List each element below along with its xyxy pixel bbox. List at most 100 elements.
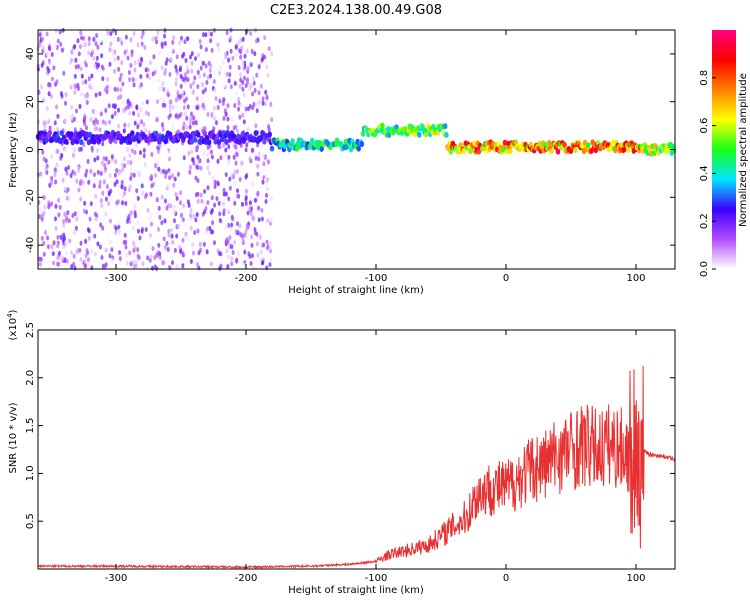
y-tick-label: 1.0	[25, 465, 36, 481]
heatmap-cell	[206, 158, 210, 164]
heatmap-cell	[128, 101, 132, 107]
heatmap-cell	[119, 87, 123, 93]
spectrogram-y-label: Frequency (Hz)	[8, 112, 19, 188]
heatmap-cell	[176, 223, 180, 229]
heatmap-cell	[268, 262, 272, 268]
heatmap-cell	[129, 196, 133, 202]
heatmap-cell	[150, 221, 153, 227]
heatmap-cell	[222, 142, 226, 148]
heatmap-cell	[93, 126, 97, 132]
heatmap-cell	[84, 253, 88, 259]
heatmap-cell	[235, 151, 238, 157]
heatmap-cell	[209, 73, 212, 79]
heatmap-cell	[123, 232, 127, 238]
heatmap-cell	[266, 72, 270, 78]
heatmap-cell	[190, 60, 194, 66]
heatmap-cell	[206, 111, 210, 117]
heatmap-cell	[45, 31, 49, 37]
heatmap-cell	[107, 201, 111, 207]
heatmap-cell	[87, 76, 91, 82]
heatmap-cell	[108, 61, 112, 67]
heatmap-cell	[128, 219, 132, 225]
colorbar-tick-label: 0.4	[699, 165, 710, 181]
heatmap-cell	[160, 83, 164, 89]
heatmap-cell	[254, 265, 258, 271]
heatmap-cell	[267, 159, 270, 165]
heatmap-cell	[138, 84, 142, 89]
heatmap-cell	[39, 256, 43, 262]
heatmap-cell	[472, 140, 477, 147]
heatmap-cell	[52, 65, 56, 71]
heatmap-cell	[198, 39, 202, 44]
heatmap-cell	[133, 67, 137, 73]
heatmap-cell	[65, 170, 69, 176]
heatmap-cell	[160, 65, 164, 71]
heatmap-cell	[229, 35, 233, 41]
heatmap-cell	[65, 258, 69, 264]
y-tick-label: 20	[25, 95, 36, 108]
heatmap-cell	[245, 236, 249, 241]
heatmap-cell	[227, 154, 231, 160]
heatmap-cell	[160, 194, 164, 200]
heatmap-cell	[100, 64, 104, 70]
heatmap-cell	[132, 110, 136, 116]
heatmap-cell	[121, 167, 124, 173]
heatmap-cell	[104, 196, 108, 202]
heatmap-cell	[502, 139, 508, 146]
heatmap-cell	[69, 84, 73, 90]
heatmap-cell	[242, 65, 246, 71]
heatmap-cell	[89, 168, 93, 174]
heatmap-cell	[226, 239, 230, 245]
heatmap-cell	[63, 257, 67, 263]
x-tick-label: -300	[105, 573, 128, 584]
heatmap-cell	[133, 60, 137, 66]
heatmap-cell	[50, 180, 54, 186]
heatmap-cell	[190, 68, 194, 74]
heatmap-cell	[201, 60, 205, 66]
heatmap-cell	[72, 230, 76, 236]
heatmap-cell	[195, 96, 199, 102]
heatmap-cell	[256, 190, 260, 196]
heatmap-cell	[209, 149, 213, 155]
heatmap-cell	[114, 225, 118, 231]
heatmap-cell	[198, 120, 202, 126]
heatmap-cell	[251, 91, 255, 97]
heatmap-cell	[386, 132, 392, 138]
heatmap-cell	[205, 96, 209, 102]
heatmap-cell	[68, 238, 72, 244]
heatmap-cell	[257, 205, 261, 211]
heatmap-cell	[206, 226, 209, 232]
heatmap-cell	[208, 153, 211, 159]
heatmap-cell	[136, 253, 140, 259]
heatmap-cell	[140, 228, 144, 234]
heatmap-cell	[266, 218, 270, 224]
heatmap-cell	[231, 216, 235, 222]
heatmap-cell	[151, 71, 155, 77]
colorbar-label: Normalized spectral amplitude	[738, 73, 749, 227]
heatmap-cell	[150, 152, 154, 157]
heatmap-cell	[98, 127, 102, 133]
heatmap-cell	[262, 153, 265, 159]
heatmap-cell	[264, 177, 267, 183]
heatmap-cell	[170, 47, 174, 53]
heatmap-cell	[97, 62, 100, 68]
heatmap-cell	[128, 153, 132, 158]
heatmap-cell	[53, 120, 57, 126]
heatmap-cell	[131, 155, 135, 161]
heatmap-cell	[228, 176, 232, 182]
heatmap-cell	[249, 225, 253, 230]
heatmap-cell	[261, 96, 265, 102]
heatmap-cell	[113, 104, 117, 110]
snr-plot-area	[38, 330, 675, 569]
heatmap-cell	[181, 237, 185, 243]
heatmap-cell	[101, 190, 105, 196]
heatmap-cell	[209, 210, 213, 215]
heatmap-cell	[143, 203, 147, 209]
heatmap-cell	[243, 75, 247, 81]
heatmap-cell	[215, 120, 218, 126]
heatmap-cell	[132, 240, 136, 246]
heatmap-cell	[54, 179, 58, 185]
heatmap-cell	[70, 115, 74, 121]
heatmap-cell	[38, 214, 42, 219]
heatmap-cell	[237, 96, 241, 102]
